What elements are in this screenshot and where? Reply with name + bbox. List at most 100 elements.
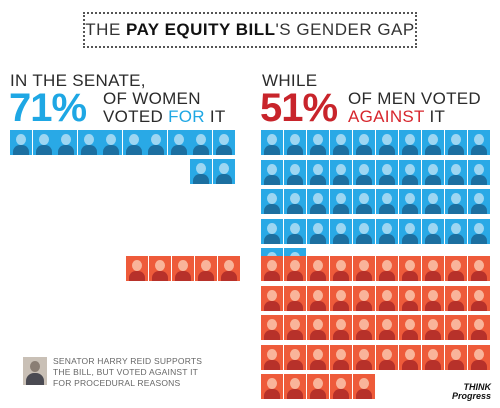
senator-photo [445, 130, 467, 155]
senator-photo [399, 344, 421, 370]
senator-photo [284, 159, 306, 185]
senator-photo [422, 344, 444, 370]
senator-photo [445, 315, 467, 340]
thinkprogress-logo: THINK Progress [439, 383, 491, 401]
senator-photo [261, 374, 283, 399]
left-line1: IN THE SENATE, [10, 71, 146, 90]
senator-photo [307, 315, 329, 340]
senator-photo [422, 285, 444, 311]
left-line3: VOTED FOR IT [103, 108, 226, 126]
senator-photo [468, 189, 490, 214]
senator-photo [284, 189, 306, 214]
senator-photo [422, 315, 444, 340]
senator-photo [307, 130, 329, 155]
senator-photo [126, 256, 148, 281]
senator-photo [468, 344, 490, 370]
senator-photo [307, 344, 329, 370]
senator-photo [195, 256, 217, 281]
senator-photo [307, 374, 329, 399]
senator-photo [422, 218, 444, 244]
senator-photo [445, 256, 467, 281]
senator-photo [284, 374, 306, 399]
senator-photo [376, 344, 398, 370]
senator-photo [261, 159, 283, 185]
senator-photo [445, 344, 467, 370]
title-apostrophe: ' [275, 20, 280, 39]
senator-photo [422, 159, 444, 185]
reid-note: SENATOR HARRY REID SUPPORTS THE BILL, BU… [53, 356, 202, 389]
title-banner: THE PAY EQUITY BILL ' S GENDER GAP [83, 12, 417, 48]
senator-photo [172, 256, 194, 281]
title-bold: PAY EQUITY BILL [126, 20, 276, 39]
senator-photo [376, 256, 398, 281]
right-line2: OF MEN VOTED [348, 89, 481, 108]
senator-photo [190, 130, 212, 155]
senator-photo [261, 315, 283, 340]
senator-photo [445, 189, 467, 214]
reid-note-line2: THE BILL, BUT VOTED AGAINST IT [53, 367, 199, 377]
senator-photo [468, 315, 490, 340]
title-prefix: THE [85, 20, 121, 39]
senator-photo [353, 315, 375, 340]
left-line2: OF WOMEN [103, 89, 201, 108]
senator-photo [353, 374, 375, 399]
senator-photo [261, 218, 283, 244]
senator-photo [330, 374, 352, 399]
senator-photo [284, 344, 306, 370]
senator-photo [10, 130, 32, 155]
senator-photo [399, 285, 421, 311]
senator-photo [422, 189, 444, 214]
senator-photo [468, 130, 490, 155]
reid-note-line1: SENATOR HARRY REID SUPPORTS [53, 356, 203, 366]
harry-reid-photo [23, 357, 47, 385]
senator-photo [261, 189, 283, 214]
logo-line1: THINK [463, 382, 492, 392]
senator-photo [353, 256, 375, 281]
senator-photo [330, 159, 352, 185]
senator-photo [100, 130, 122, 155]
senator-photo [190, 159, 212, 184]
senator-photo [307, 159, 329, 185]
senator-photo [422, 256, 444, 281]
senator-photo [353, 159, 375, 185]
senator-photo [330, 285, 352, 311]
senator-photo [376, 130, 398, 155]
senator-photo [399, 159, 421, 185]
right-line3-post: IT [424, 107, 446, 126]
senator-photo [468, 256, 490, 281]
senator-photo [330, 189, 352, 214]
senator-photo [399, 189, 421, 214]
senator-photo [284, 256, 306, 281]
senator-photo [261, 344, 283, 370]
senator-photo [422, 130, 444, 155]
senator-photo [468, 285, 490, 311]
title-suffix: S GENDER GAP [279, 20, 415, 39]
senator-photo [32, 130, 55, 155]
senator-photo [330, 256, 352, 281]
left-line3-pre: VOTED [103, 107, 169, 126]
senator-photo [149, 256, 171, 281]
senator-photo [353, 189, 375, 214]
senator-photo [284, 218, 306, 244]
senator-photo [212, 159, 235, 184]
senator-photo [77, 130, 100, 155]
senator-photo [445, 159, 467, 185]
senator-photo [261, 256, 283, 281]
senator-photo [353, 218, 375, 244]
senator-photo [307, 256, 329, 281]
women-percentage: 71% [9, 86, 87, 130]
senator-photo [167, 130, 190, 155]
senator-photo [399, 256, 421, 281]
senator-photo [376, 315, 398, 340]
senator-photo [307, 189, 329, 214]
senator-photo [284, 130, 306, 155]
senator-photo [330, 218, 352, 244]
senator-photo [399, 315, 421, 340]
senator-photo [353, 344, 375, 370]
reid-note-line3: FOR PROCEDURAL REASONS [53, 378, 181, 388]
right-line1: WHILE [262, 71, 318, 90]
senator-photo [353, 130, 375, 155]
senator-photo [145, 130, 167, 155]
senator-photo [376, 285, 398, 311]
senator-photo [284, 285, 306, 311]
